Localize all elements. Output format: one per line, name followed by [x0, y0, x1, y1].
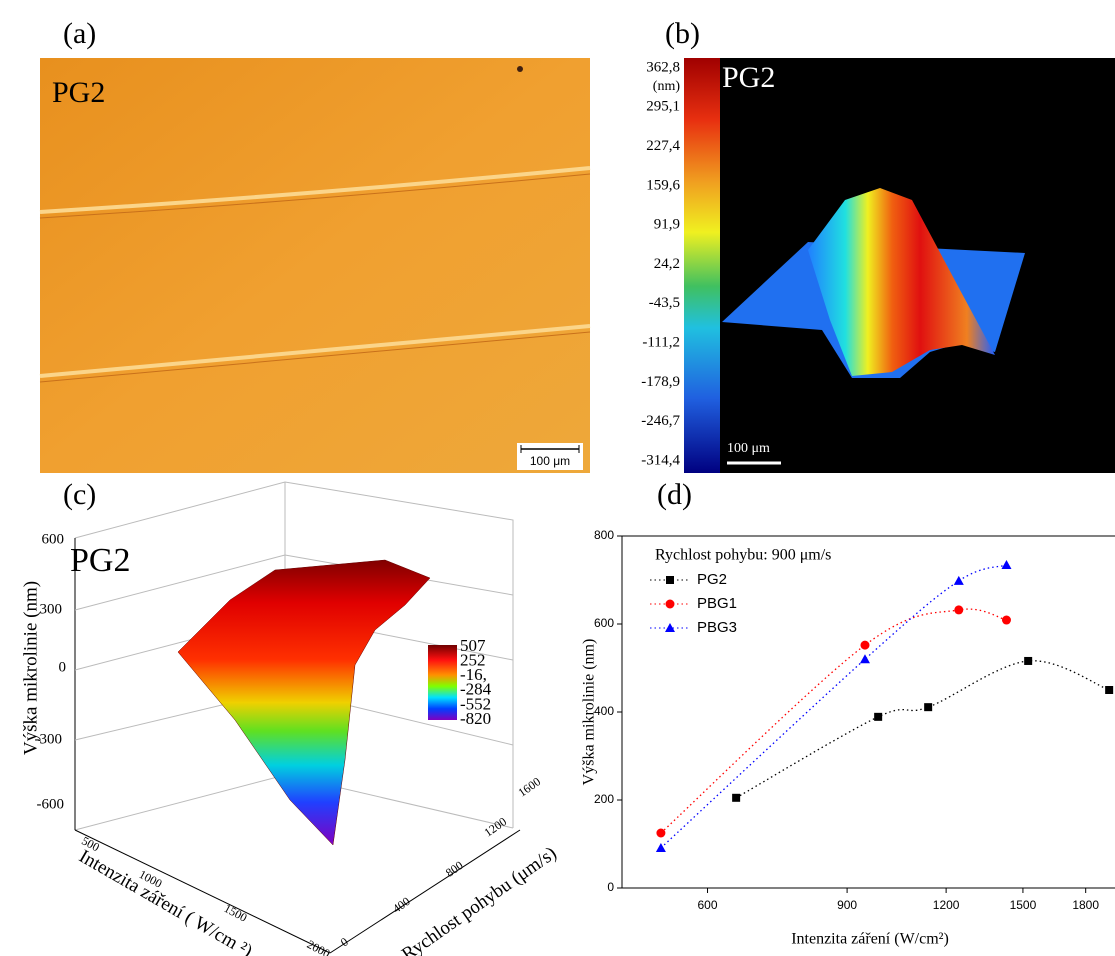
colorbar-tick-label: 24,2: [654, 256, 680, 272]
panel-label: (a): [63, 17, 96, 50]
z-tick-label: -300: [35, 731, 63, 747]
colorbar-tick-label: -820: [460, 709, 491, 728]
y-tick-label: 600: [594, 616, 614, 630]
surface-3d: [74, 481, 521, 954]
x-tick-label: 1500: [222, 901, 250, 925]
x-tick-label: 900: [837, 898, 857, 912]
marker: [1001, 615, 1011, 625]
sample-label: PG2: [52, 76, 105, 109]
colorbar-tick-label: -552: [460, 694, 491, 713]
marker: [874, 712, 883, 721]
legend-title: Rychlost pohybu: 900 μm/s: [655, 547, 831, 564]
panel-label: (c): [63, 478, 96, 511]
marker: [860, 640, 870, 650]
legend-label: PBG1: [697, 595, 737, 612]
marker: [732, 793, 741, 802]
y-tick-label: 400: [594, 704, 614, 718]
colorbar-tick-label: 227,4: [646, 138, 680, 154]
y-tick-label: 200: [594, 792, 614, 806]
colorbar-tick-label: 362,8: [646, 59, 680, 75]
marker: [859, 654, 870, 664]
marker: [666, 576, 674, 584]
colorbar-tick-label: -111,2: [642, 335, 680, 351]
legend-label: PBG3: [697, 619, 737, 636]
panel-label: (b): [665, 17, 700, 50]
colorbar-tick-label: 252: [460, 651, 486, 670]
axis-frame: [621, 535, 1115, 889]
marker: [1024, 656, 1033, 665]
marker: [655, 842, 666, 852]
y-tick-label: 0: [607, 880, 614, 894]
colorbar-unit: (nm): [653, 79, 681, 94]
y-tick-label: 800: [443, 858, 466, 880]
marker: [665, 599, 675, 609]
axis-label: Rychlost pohybu (μm/s): [398, 843, 560, 956]
colorbar-tick-label: -16,: [460, 665, 487, 684]
scale-bar-label: 100 μm: [530, 454, 570, 468]
colorbar-tick-label: -178,9: [641, 374, 680, 390]
trend-line: [735, 660, 1110, 799]
marker: [656, 828, 666, 838]
z-tick-label: 300: [40, 601, 63, 617]
profilometry-3d: [684, 58, 1115, 473]
x-axis-label: Intenzita záření (W/cm²): [791, 931, 949, 948]
colorbar-tick-label: -284: [460, 680, 492, 699]
sample-label: PG2: [70, 542, 130, 579]
x-tick-label: 600: [698, 898, 718, 912]
sample-label: PG2: [722, 61, 775, 94]
z-tick-label: 600: [42, 531, 65, 547]
y-tick-label: 1600: [515, 774, 543, 799]
y-axis-label: Výška mikrolinie (nm): [581, 639, 598, 786]
marker: [954, 605, 964, 615]
micrograph: [39, 58, 591, 473]
x-tick-label: 1500: [1010, 898, 1037, 912]
x-tick-label: 1800: [1072, 898, 1099, 912]
colorbar-tick-label: 91,9: [654, 217, 680, 233]
marker: [665, 623, 675, 632]
marker: [924, 703, 933, 712]
panel-label: (d): [657, 478, 692, 511]
colorbar-tick-label: -246,7: [641, 413, 680, 429]
colorbar-tick-label: 159,6: [646, 177, 680, 193]
trend-line: [660, 608, 1007, 834]
y-tick-label: 800: [594, 528, 614, 542]
x-tick-label: 2000: [305, 937, 333, 956]
axis-label: Výška mikrolinie (nm): [20, 581, 41, 755]
marker: [1001, 560, 1012, 570]
legend-label: PG2: [697, 571, 727, 588]
colorbar-tick-label: 295,1: [646, 99, 680, 115]
colorbar-tick-label: 507: [460, 636, 486, 655]
marker: [1105, 686, 1114, 694]
colorbar-tick-label: -314,4: [641, 452, 680, 468]
x-tick-label: 1200: [933, 898, 960, 912]
marker: [953, 575, 964, 585]
colorbar-tick-label: -43,5: [649, 295, 680, 311]
y-tick-label: 1200: [481, 814, 509, 839]
z-tick-label: 0: [59, 659, 67, 675]
scale-bar-label: 100 μm: [727, 441, 770, 456]
z-tick-label: -600: [37, 796, 65, 812]
